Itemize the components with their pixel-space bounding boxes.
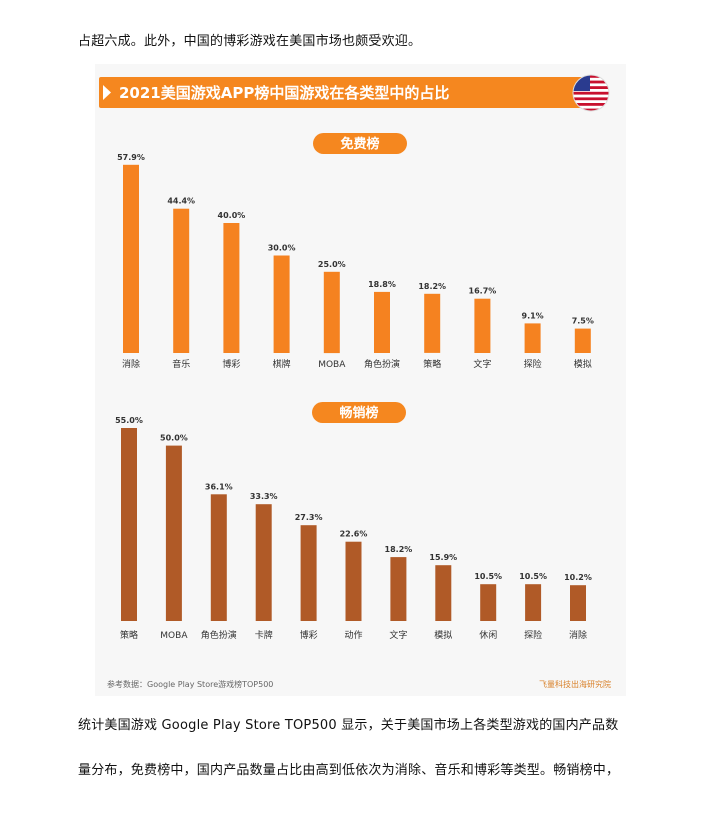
grossing-bar [121,428,137,621]
grossing-value-label: 18.2% [385,545,413,554]
grossing-value-label: 15.9% [429,553,457,562]
grossing-value-label: 50.0% [160,434,188,443]
free-category-label: MOBA [318,360,346,370]
paragraph-top: 占超六成。此外，中国的博彩游戏在美国市场也颇受欢迎。 [78,34,422,49]
free-category-label: 文字 [473,358,491,370]
grossing-category-label: 消除 [569,629,587,641]
chart-figure: 2021美国游戏APP榜中国游戏在各类型中的占比 免费榜 畅销榜 57.9% 消除 [95,64,626,696]
free-category-label: 博彩 [222,358,240,370]
free-value-label: 7.5% [572,317,594,326]
free-category-label: 音乐 [172,358,190,370]
free-bar [424,293,441,353]
grossing-bar [255,504,272,621]
free-category-label: 消除 [122,358,140,370]
paragraph-bottom-2: 量分布，免费榜中，国内产品数量占比由高到低依次为消除、音乐和博彩等类型。畅销榜中… [78,763,620,778]
grossing-bar [390,557,407,621]
free-chart-title: 免费榜 [340,136,379,152]
free-bar [223,223,240,353]
grossing-value-label: 10.5% [519,572,547,581]
free-chart-bars: 57.9% 消除 44.4% 音乐 40.0% 博彩 30.0% 棋牌 25.0% MOBA 18.… [117,153,594,370]
grossing-category-label: 休闲 [479,629,497,641]
free-category-label: 策略 [423,358,441,370]
grossing-category-label: 文字 [389,629,407,641]
grossing-bar [435,565,452,621]
paragraph-bottom-1: 统计美国游戏 Google Play Store TOP500 显示，关于美国市… [78,718,619,733]
grossing-value-label: 33.3% [250,492,278,501]
free-category-label: 探险 [524,358,542,370]
grossing-bar [210,494,227,621]
free-value-label: 30.0% [268,244,296,253]
grossing-category-label: 卡牌 [255,629,273,641]
chart-svg: 2021美国游戏APP榜中国游戏在各类型中的占比 免费榜 畅销榜 57.9% 消除 [99,74,611,689]
free-bar [524,323,541,353]
grossing-bar [480,584,497,621]
free-bar [173,208,190,353]
source-note: 参考数据：Google Play Store游戏榜TOP500 [107,679,273,689]
free-bar [374,291,390,353]
grossing-value-label: 27.3% [295,513,323,522]
grossing-bar [570,585,586,621]
free-category-label: 角色扮演 [364,358,400,370]
grossing-bar [300,525,317,621]
free-value-label: 18.2% [418,282,446,291]
grossing-chart-title: 畅销榜 [339,405,378,421]
free-bar [123,164,139,353]
grossing-bar [525,584,542,621]
grossing-category-label: MOBA [160,631,188,641]
grossing-value-label: 10.2% [564,573,592,582]
free-category-label: 模拟 [574,358,592,370]
title-banner [99,77,587,108]
chart-title: 2021美国游戏APP榜中国游戏在各类型中的占比 [119,84,449,102]
free-value-label: 16.7% [469,287,497,296]
grossing-category-label: 策略 [120,629,138,641]
free-bar [273,255,290,353]
grossing-bar [165,445,182,621]
grossing-category-label: 角色扮演 [201,629,237,641]
grossing-bar [345,541,362,621]
free-value-label: 25.0% [318,260,346,269]
grossing-chart-bars: 55.0% 策略 50.0% MOBA 36.1% 角色扮演 33.3% 卡牌 27.3% 博彩 2… [115,416,592,641]
grossing-category-label: 博彩 [300,629,318,641]
free-bar [323,271,340,354]
grossing-category-label: 动作 [344,629,362,641]
us-flag-icon [572,74,610,112]
free-value-label: 18.8% [368,280,396,289]
free-chart-pill [313,133,407,154]
grossing-category-label: 模拟 [434,629,452,641]
grossing-value-label: 55.0% [115,416,143,425]
banner-arrow-icon [103,85,111,100]
free-value-label: 44.4% [167,197,195,206]
free-value-label: 9.1% [522,311,544,320]
free-bar [474,298,491,353]
grossing-value-label: 36.1% [205,482,233,491]
grossing-value-label: 22.6% [340,530,368,539]
free-category-label: 棋牌 [273,358,291,370]
free-value-label: 40.0% [218,211,246,220]
free-bar [574,328,591,353]
grossing-category-label: 探险 [524,629,542,641]
grossing-chart-pill [312,402,406,423]
grossing-value-label: 10.5% [474,572,502,581]
free-value-label: 57.9% [117,153,145,162]
credit-note: 飞量科技出海研究院 [539,679,611,689]
